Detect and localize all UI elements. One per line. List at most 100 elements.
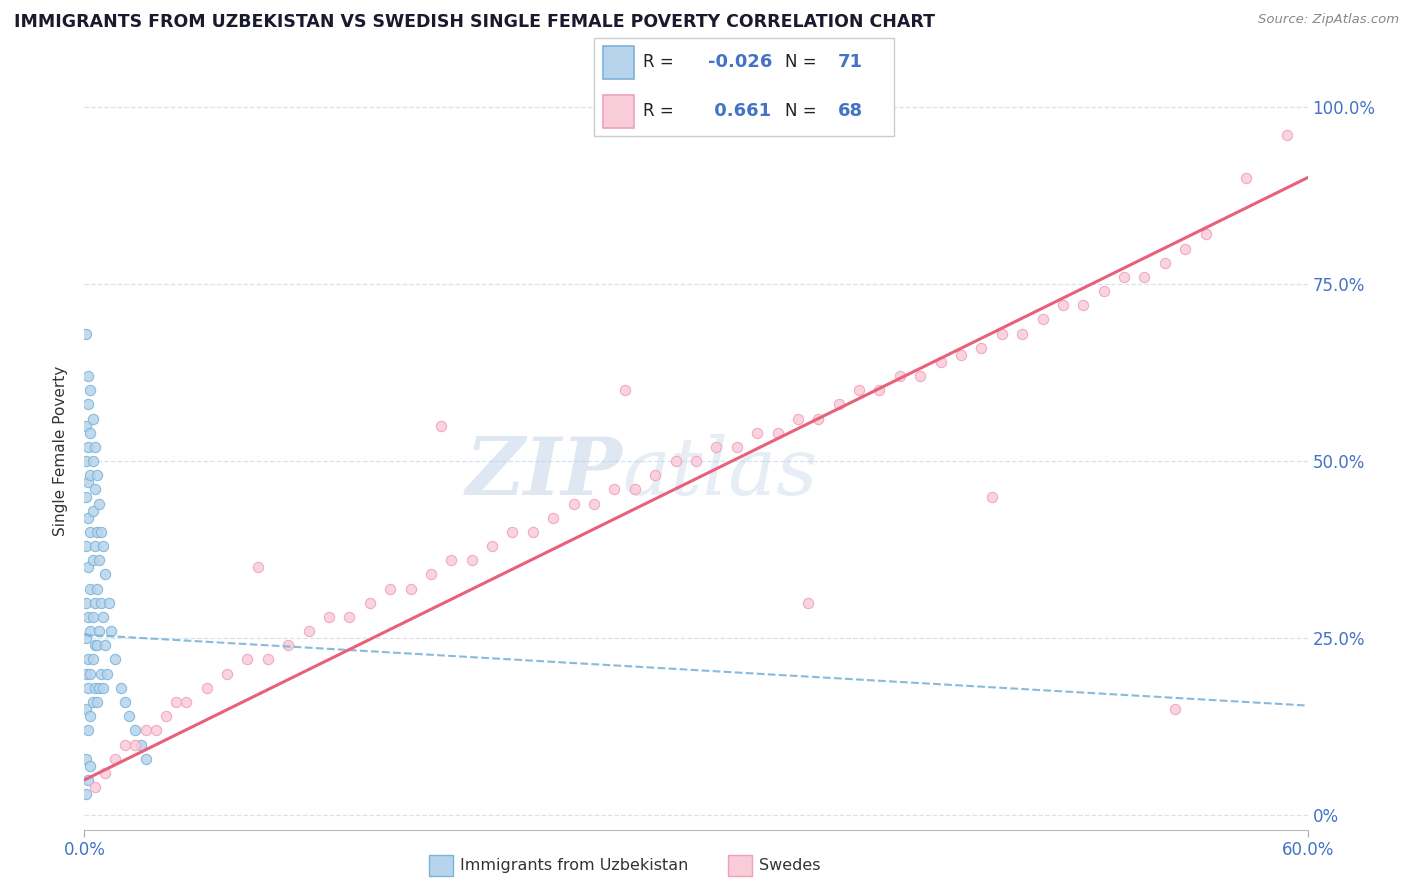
- Point: [318, 610, 340, 624]
- Point: [75, 596, 97, 610]
- Point: [380, 582, 402, 596]
- Point: [91, 610, 114, 624]
- Point: [86, 524, 108, 539]
- Point: [1073, 298, 1095, 312]
- Point: [1114, 269, 1136, 284]
- Point: [257, 652, 280, 666]
- Point: [1011, 326, 1033, 341]
- Point: [86, 468, 108, 483]
- Point: [86, 638, 108, 652]
- Point: [1164, 702, 1187, 716]
- Point: [83, 539, 105, 553]
- Point: [79, 425, 101, 440]
- Point: [83, 638, 105, 652]
- Y-axis label: Single Female Poverty: Single Female Poverty: [53, 366, 69, 535]
- Text: Source: ZipAtlas.com: Source: ZipAtlas.com: [1258, 13, 1399, 27]
- Point: [766, 425, 789, 440]
- Point: [461, 553, 484, 567]
- Point: [114, 738, 136, 752]
- FancyBboxPatch shape: [593, 37, 894, 136]
- Text: ZIP: ZIP: [465, 434, 623, 512]
- Point: [77, 475, 100, 490]
- Point: [1174, 242, 1197, 256]
- Text: 68: 68: [838, 102, 863, 120]
- Point: [339, 610, 361, 624]
- Point: [104, 752, 127, 766]
- Point: [93, 638, 115, 652]
- Point: [83, 681, 105, 695]
- Point: [481, 539, 503, 553]
- Point: [75, 632, 97, 646]
- Point: [75, 326, 97, 341]
- Point: [75, 454, 97, 468]
- Point: [77, 560, 100, 574]
- Point: [929, 355, 952, 369]
- Point: [90, 666, 112, 681]
- Point: [83, 483, 105, 497]
- Point: [277, 638, 299, 652]
- Point: [797, 596, 820, 610]
- Point: [562, 497, 585, 511]
- Point: [114, 695, 136, 709]
- Point: [77, 397, 100, 411]
- Point: [430, 418, 453, 433]
- Point: [93, 765, 115, 780]
- Point: [79, 468, 101, 483]
- Point: [1277, 128, 1299, 142]
- Point: [82, 411, 104, 425]
- Point: [79, 709, 101, 723]
- Text: IMMIGRANTS FROM UZBEKISTAN VS SWEDISH SINGLE FEMALE POVERTY CORRELATION CHART: IMMIGRANTS FROM UZBEKISTAN VS SWEDISH SI…: [14, 13, 935, 31]
- Text: -0.026: -0.026: [709, 53, 772, 70]
- Point: [79, 666, 101, 681]
- Point: [86, 695, 108, 709]
- Text: atlas: atlas: [623, 434, 818, 512]
- Point: [543, 510, 565, 524]
- Point: [87, 553, 110, 567]
- Point: [1154, 255, 1177, 269]
- Point: [135, 723, 157, 738]
- Point: [910, 369, 932, 384]
- Point: [399, 582, 422, 596]
- Text: N =: N =: [786, 102, 817, 120]
- Point: [725, 440, 748, 454]
- Point: [624, 483, 647, 497]
- Point: [86, 582, 108, 596]
- Point: [91, 681, 114, 695]
- Point: [502, 524, 524, 539]
- Point: [124, 723, 146, 738]
- Point: [77, 772, 100, 787]
- Text: Immigrants from Uzbekistan: Immigrants from Uzbekistan: [460, 858, 688, 872]
- Point: [644, 468, 666, 483]
- Point: [100, 624, 122, 639]
- Point: [135, 752, 157, 766]
- Point: [787, 411, 810, 425]
- Point: [246, 560, 269, 574]
- Point: [165, 695, 187, 709]
- Point: [77, 510, 100, 524]
- Point: [889, 369, 911, 384]
- Point: [87, 497, 110, 511]
- Point: [87, 681, 110, 695]
- Point: [77, 610, 100, 624]
- Point: [970, 341, 993, 355]
- Point: [87, 624, 110, 639]
- Point: [807, 411, 830, 425]
- Point: [1236, 170, 1258, 185]
- Point: [75, 418, 97, 433]
- Text: 0.661: 0.661: [709, 102, 770, 120]
- Point: [747, 425, 769, 440]
- Point: [91, 539, 114, 553]
- Text: 71: 71: [838, 53, 863, 70]
- Point: [79, 383, 101, 397]
- Point: [77, 369, 100, 384]
- Point: [79, 759, 101, 773]
- Point: [96, 666, 118, 681]
- Point: [83, 780, 105, 794]
- Point: [124, 738, 146, 752]
- Point: [1052, 298, 1074, 312]
- Point: [75, 666, 97, 681]
- Point: [236, 652, 259, 666]
- Point: [77, 723, 100, 738]
- Text: R =: R =: [643, 53, 673, 70]
- Point: [97, 596, 120, 610]
